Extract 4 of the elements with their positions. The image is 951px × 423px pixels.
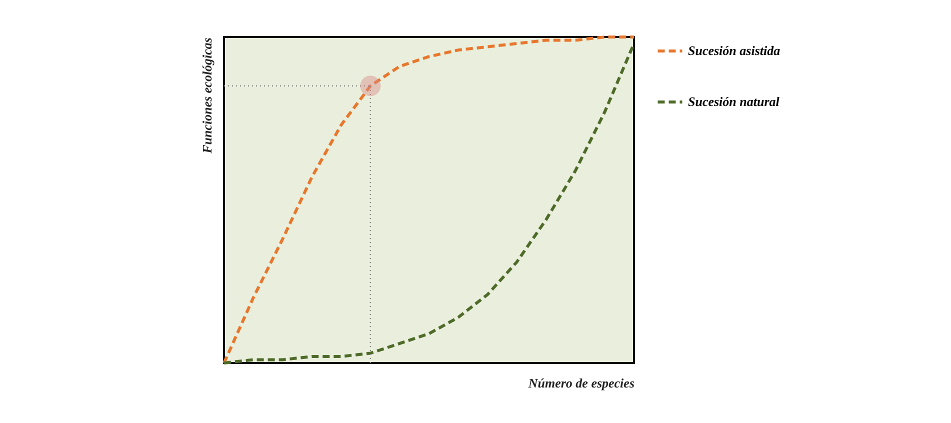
legend-label: Sucesión natural: [688, 94, 780, 109]
y-axis-title: Funciones ecológicas: [200, 38, 214, 154]
legend-label: Sucesión asistida: [688, 43, 781, 58]
x-axis-title: Número de especies: [527, 376, 634, 390]
